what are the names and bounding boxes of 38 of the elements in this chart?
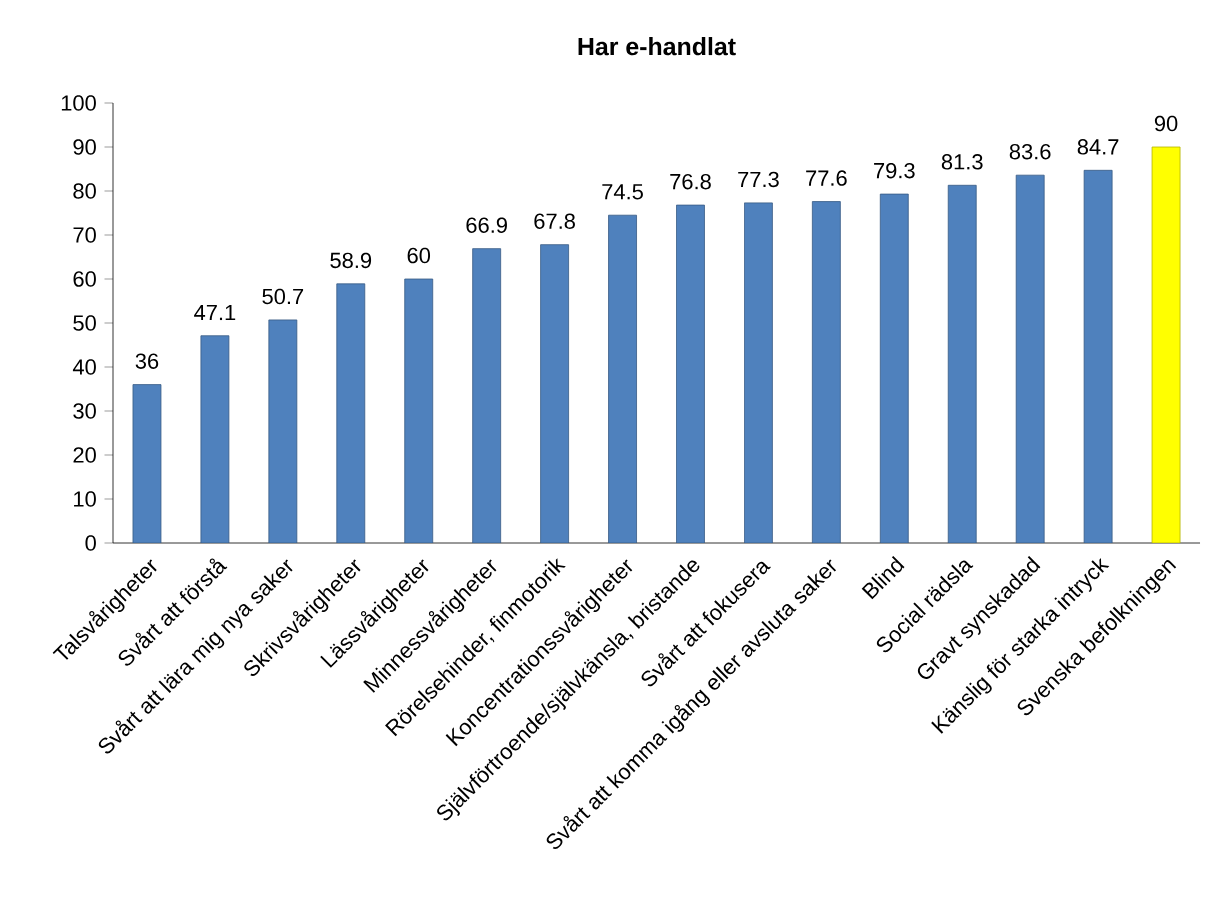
data-label: 81.3 [941, 154, 983, 170]
data-label: 50.7 [262, 288, 304, 305]
data-label: 76.8 [670, 173, 711, 190]
data-label: 66.9 [466, 217, 507, 233]
data-label: 60 [407, 247, 431, 264]
y-tick-label: 10 [74, 491, 96, 507]
bar [200, 335, 230, 543]
data-label: 77.3 [738, 171, 779, 188]
data-label: 74.5 [602, 184, 643, 200]
bar [404, 278, 434, 543]
chart-title: Har e-handlat [578, 37, 736, 56]
y-tick-label: 0 [85, 535, 96, 551]
bar [268, 319, 298, 543]
data-label: 47.1 [194, 304, 236, 321]
data-label: 77.6 [806, 170, 847, 186]
data-label: 36 [135, 353, 159, 369]
bar [132, 384, 162, 543]
data-label: 58.9 [330, 252, 372, 269]
y-tick-label: 80 [73, 183, 96, 199]
data-label: 84.7 [1077, 139, 1119, 155]
bar [676, 204, 705, 543]
y-tick-label: 50 [73, 315, 96, 331]
bar [472, 248, 502, 543]
y-tick-label: 60 [73, 271, 96, 287]
bar [540, 244, 569, 543]
y-tick-label: 40 [72, 359, 96, 375]
data-label: 67.8 [534, 213, 575, 229]
data-label: 90 [1154, 115, 1178, 132]
bar [744, 202, 773, 543]
data-label: 79.3 [874, 162, 915, 179]
y-tick-label: 30 [73, 403, 96, 419]
bar [336, 283, 366, 543]
bar [608, 214, 637, 543]
y-tick-label: 20 [73, 447, 96, 463]
y-tick-label: 70 [73, 227, 96, 243]
data-label: 83.6 [1009, 143, 1051, 160]
y-tick-label: 90 [73, 139, 96, 155]
y-tick-label: 100 [61, 95, 96, 111]
